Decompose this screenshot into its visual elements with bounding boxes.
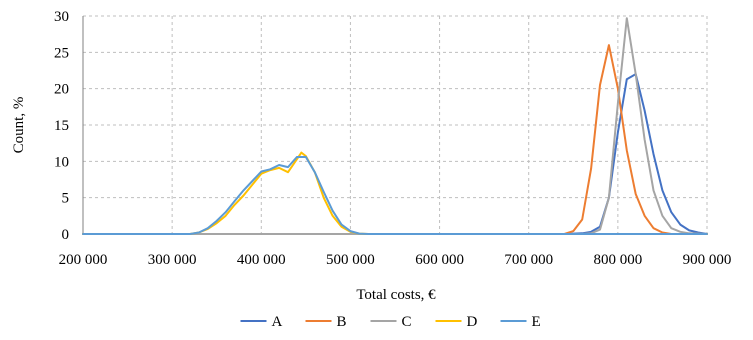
x-tick-label: 500 000 [326,252,375,268]
series-line-C [82,17,708,235]
x-tick-label: 700 000 [504,252,553,268]
x-tick-label: 200 000 [59,252,108,268]
legend-item-D: D [435,314,478,330]
y-tick-label: 0 [62,227,70,243]
series-line-D [82,151,708,235]
y-tick-labels: 0 5 10 15 20 25 30 [54,9,69,243]
legend-item-B: B [305,314,347,330]
y-axis-label: Count, % [11,97,27,154]
legend: A B C D E [240,314,541,330]
y-tick-label: 25 [54,45,69,61]
legend-label: E [532,314,541,330]
legend-label: B [337,314,347,330]
legend-item-A: A [240,314,283,330]
x-tick-label: 400 000 [237,252,286,268]
x-axis-label: Total costs, € [356,287,436,303]
series-line-E [82,156,708,235]
legend-item-E: E [500,314,541,330]
y-tick-label: 15 [54,118,69,134]
x-tick-labels: 200 000 300 000 400 000 500 000 600 000 700 0… [59,252,732,268]
legend-item-C: C [370,314,412,330]
x-tick-label: 800 000 [593,252,642,268]
legend-label: C [402,314,412,330]
y-tick-label: 20 [54,82,69,98]
legend-label: A [272,314,283,330]
grid-lines [83,15,708,234]
x-tick-label: 900 000 [683,252,732,268]
series-lines [82,17,708,235]
y-tick-label: 30 [54,9,69,25]
y-tick-label: 10 [54,154,69,170]
legend-label: D [467,314,478,330]
x-tick-label: 300 000 [148,252,197,268]
y-tick-label: 5 [62,191,70,207]
series-line-B [82,44,708,235]
x-tick-label: 600 000 [415,252,464,268]
